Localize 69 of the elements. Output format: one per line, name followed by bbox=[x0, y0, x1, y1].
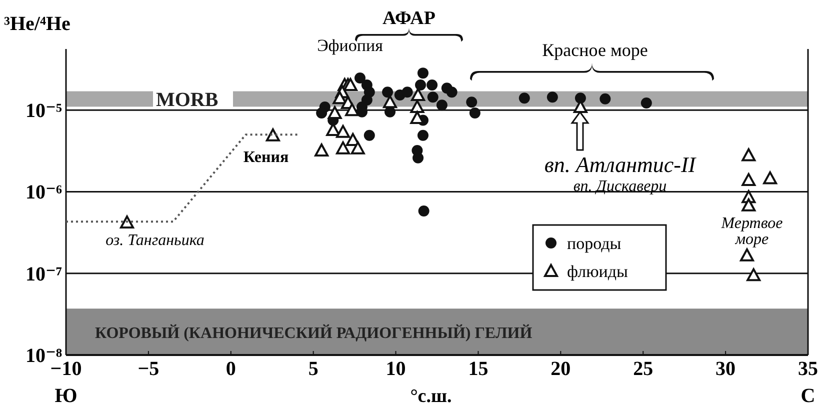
point bbox=[418, 206, 430, 217]
point bbox=[436, 100, 448, 111]
y-tick-label: 10⁻⁷ bbox=[25, 263, 62, 286]
point bbox=[417, 130, 428, 141]
point bbox=[763, 171, 778, 184]
x-tick-label: 10 bbox=[386, 358, 406, 380]
point bbox=[426, 79, 438, 90]
point bbox=[345, 103, 360, 116]
point bbox=[746, 268, 761, 282]
point bbox=[411, 88, 426, 102]
x-tick-label: 35 bbox=[798, 358, 818, 380]
x-tick-label: 25 bbox=[633, 358, 654, 380]
point bbox=[383, 95, 398, 108]
y-tick-label: 10⁻⁵ bbox=[25, 100, 62, 122]
point bbox=[410, 100, 424, 114]
band-label: КОРОВЫЙ (КАНОНИЧЕСКИЙ РАДИОГЕННЫЙ) ГЕЛИЙ bbox=[95, 324, 533, 342]
point bbox=[328, 106, 342, 120]
point bbox=[314, 143, 329, 156]
point bbox=[350, 141, 365, 154]
annotation: оз. Танганьика bbox=[106, 232, 204, 249]
point bbox=[742, 173, 756, 186]
point bbox=[740, 248, 754, 262]
point bbox=[412, 152, 424, 164]
point bbox=[427, 92, 438, 103]
text: Ю bbox=[54, 385, 78, 407]
band-label: MORB bbox=[156, 88, 218, 111]
x-tick-label: 15 bbox=[468, 358, 488, 380]
point bbox=[316, 108, 328, 119]
x-tick-label: −5 bbox=[138, 358, 160, 380]
point bbox=[742, 198, 756, 212]
point bbox=[266, 128, 280, 142]
annotation: Красное море bbox=[542, 40, 648, 60]
point bbox=[336, 141, 350, 154]
point bbox=[382, 86, 394, 98]
point bbox=[346, 133, 360, 146]
point bbox=[336, 124, 350, 138]
point bbox=[120, 215, 134, 228]
x-tick-label: 30 bbox=[716, 358, 736, 380]
annotation: Мертвое море bbox=[720, 215, 783, 248]
point bbox=[466, 96, 478, 108]
point bbox=[326, 123, 340, 136]
annotation: Эфиопия bbox=[317, 36, 384, 55]
legend-label: породы bbox=[567, 234, 622, 253]
legend-label: флюиды bbox=[567, 262, 629, 281]
point bbox=[354, 72, 366, 84]
point bbox=[469, 108, 480, 119]
point bbox=[364, 130, 375, 141]
point bbox=[546, 92, 558, 103]
point bbox=[343, 78, 358, 91]
point bbox=[742, 148, 756, 162]
annotation: Кения bbox=[243, 149, 289, 166]
point bbox=[600, 93, 611, 104]
point bbox=[446, 86, 458, 98]
point bbox=[415, 79, 426, 90]
point bbox=[640, 98, 652, 109]
point bbox=[402, 86, 413, 98]
point bbox=[518, 92, 530, 104]
x-tick-label: 20 bbox=[550, 358, 571, 380]
annotation: вп. Дискавери bbox=[573, 178, 667, 195]
x-tick-label: 0 bbox=[226, 358, 236, 380]
x-axis-title: °с.ш. bbox=[410, 386, 452, 407]
y-tick-label: 10⁻⁶ bbox=[25, 182, 62, 204]
text: С bbox=[800, 385, 816, 407]
text: АФАР bbox=[382, 8, 436, 29]
x-tick-label: 5 bbox=[308, 358, 318, 380]
annotation: вп. Атлантис-II bbox=[544, 152, 698, 177]
y-axis-title: ³He/⁴He bbox=[4, 13, 71, 35]
point bbox=[332, 91, 347, 104]
point bbox=[417, 68, 428, 79]
